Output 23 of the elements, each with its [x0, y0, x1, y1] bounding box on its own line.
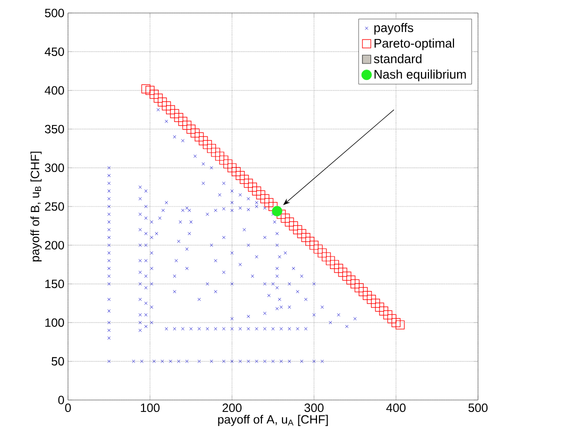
y-tick-label: 100 [45, 318, 64, 327]
y-tick-label: 50 [52, 357, 64, 366]
y-tick-label: 400 [44, 86, 64, 95]
y-tick-label: 250 [45, 202, 64, 211]
x-axis-title: payoff of A, u$_{A}$ [CHF] [218, 414, 328, 426]
y-tick-label: 300 [44, 164, 64, 172]
y-tick-label: 450 [44, 47, 64, 56]
x-tick-label: 500 [468, 404, 488, 412]
legend-label: Nash equilibrium [374, 70, 466, 82]
y-tick-label: 200 [45, 240, 64, 250]
legend-label: Pareto-optimal [374, 38, 454, 50]
x-tick-label: 0 [65, 404, 71, 412]
y-tick-label: 0 [58, 396, 64, 404]
y-tick-label: 350 [44, 124, 64, 134]
y-tick-label: 500 [44, 8, 64, 18]
legend-label: payoffs [374, 22, 414, 35]
y-axis-title: payoff of B, u$_{B}$ [CHF] [30, 152, 42, 262]
x-tick-label: 400 [386, 404, 406, 412]
x-tick-label: 100 [140, 404, 160, 412]
legend-label: standard [374, 54, 422, 64]
x-tick-label: 300 [304, 404, 324, 412]
x-tick-label: 200 [222, 404, 242, 412]
y-tick-label: 150 [45, 280, 64, 288]
